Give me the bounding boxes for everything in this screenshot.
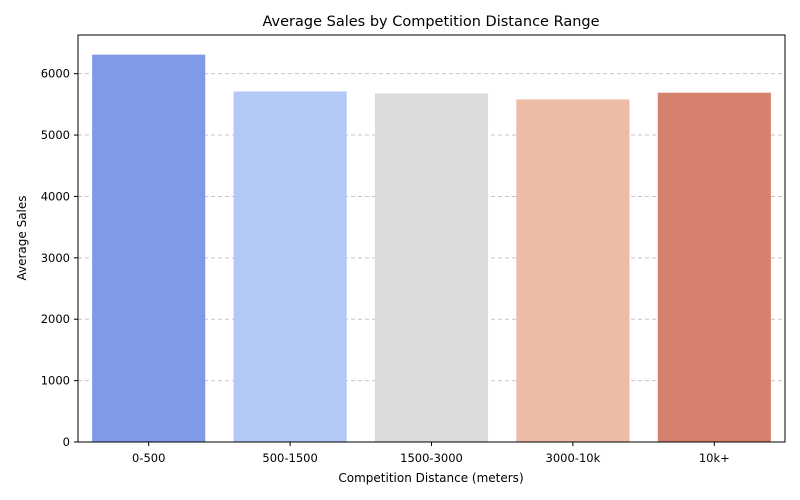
y-tick-label: 5000 — [41, 128, 70, 142]
x-axis-ticks: 0-500 500-1500 1500-3000 3000-10k 10k+ — [132, 442, 730, 465]
chart-title: Average Sales by Competition Distance Ra… — [262, 14, 599, 30]
x-tick-label: 3000-10k — [546, 451, 601, 465]
y-axis-label: Average Sales — [15, 195, 29, 280]
x-tick-label: 1500-3000 — [400, 451, 463, 465]
bar-500-1500 — [233, 91, 347, 442]
y-tick-label: 4000 — [41, 189, 70, 203]
x-tick-label: 0-500 — [132, 451, 165, 465]
y-tick-label: 1000 — [41, 374, 70, 388]
x-axis-label: Competition Distance (meters) — [338, 471, 523, 485]
x-tick-label: 10k+ — [699, 451, 730, 465]
y-tick-label: 6000 — [41, 67, 70, 81]
y-axis-ticks: 0 1000 2000 3000 4000 5000 6000 — [41, 67, 78, 449]
y-tick-label: 2000 — [41, 312, 70, 326]
y-tick-label: 3000 — [41, 251, 70, 265]
bar-0-500 — [92, 54, 206, 442]
bar-3000-10k — [516, 99, 630, 442]
y-tick-label: 0 — [63, 435, 70, 449]
bar-10k+ — [657, 92, 771, 442]
bars — [92, 54, 771, 443]
x-tick-label: 500-1500 — [262, 451, 317, 465]
bar-1500-3000 — [374, 93, 489, 443]
